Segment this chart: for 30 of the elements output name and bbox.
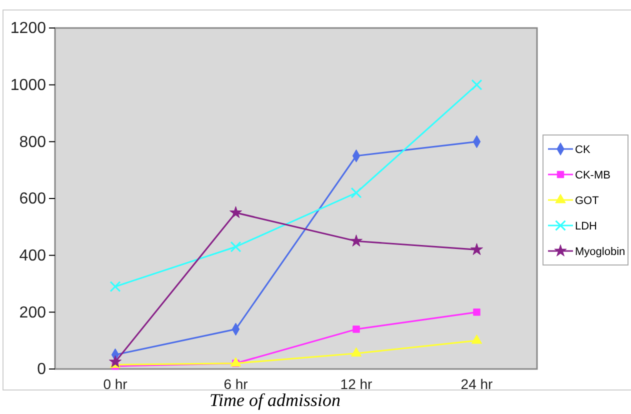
- point: [470, 243, 484, 256]
- point: [352, 326, 360, 333]
- point: [229, 206, 242, 218]
- point: [471, 79, 482, 90]
- point: [473, 308, 480, 316]
- y-tick-label: 0: [37, 361, 46, 378]
- point: [110, 281, 121, 292]
- legend-label: CK-MB: [575, 170, 610, 182]
- y-tick-label: 200: [19, 304, 46, 322]
- x-axis-title: Time of admission: [209, 390, 341, 410]
- legend-label: Myoglobin: [575, 246, 626, 258]
- x-tick-label: 12 hr: [340, 376, 373, 392]
- x-tick-label: 6 hr: [224, 376, 248, 392]
- legend-label: CK: [575, 144, 591, 156]
- point: [471, 334, 482, 344]
- point: [230, 357, 242, 367]
- legend-label: LDH: [575, 220, 598, 232]
- y-tick-label: 600: [19, 190, 46, 208]
- point: [350, 187, 362, 198]
- y-tick-label: 400: [19, 247, 46, 264]
- x-tick-label: 0 hr: [103, 376, 128, 392]
- y-tick-label: 1200: [10, 20, 46, 38]
- point: [230, 241, 242, 252]
- legend-label: GOT: [575, 195, 600, 207]
- point: [350, 347, 362, 357]
- y-tick-label: 1000: [10, 76, 46, 94]
- point: [350, 234, 363, 246]
- y-tick-label: 800: [19, 134, 46, 151]
- x-tick-label: 24 hr: [460, 376, 494, 392]
- point: [108, 355, 122, 368]
